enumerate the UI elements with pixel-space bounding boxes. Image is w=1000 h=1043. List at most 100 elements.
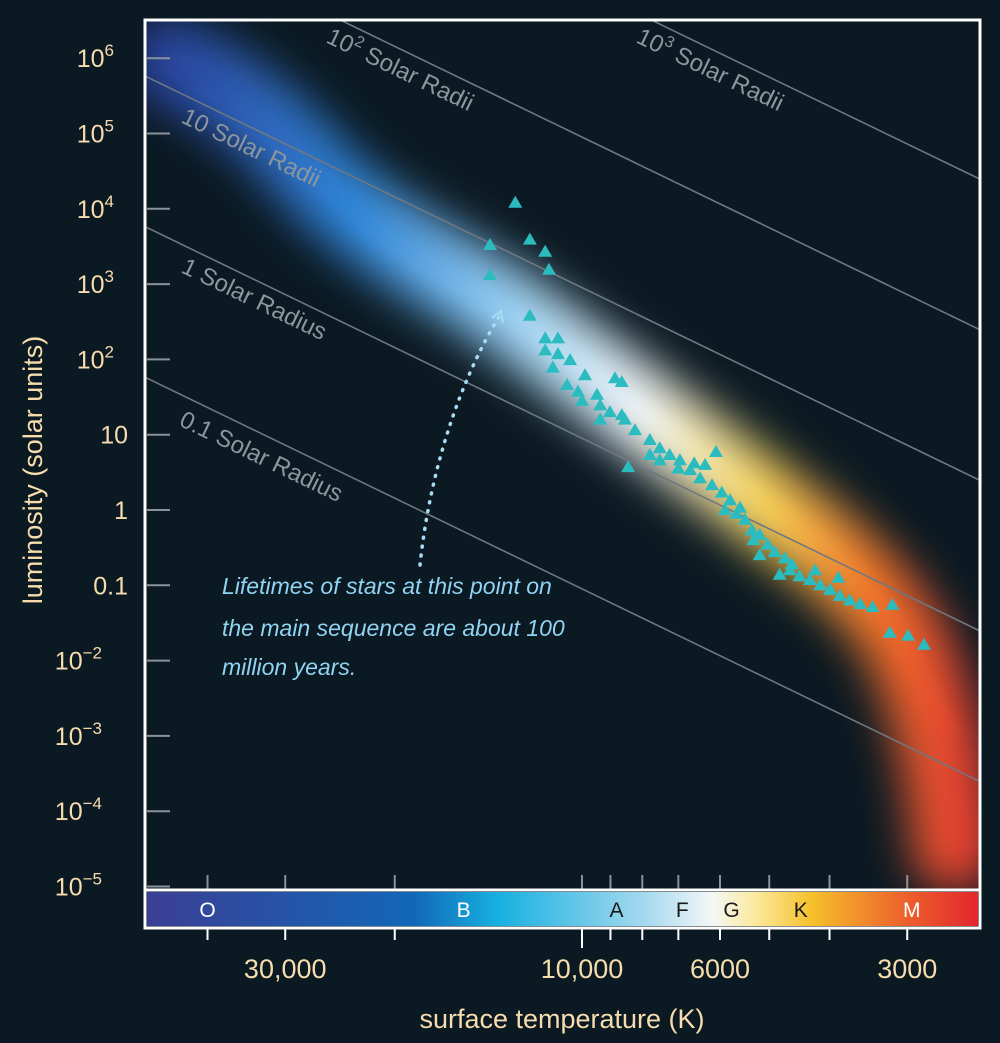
- star-point: [683, 463, 698, 476]
- star-point: [560, 378, 575, 391]
- star-point: [882, 625, 897, 638]
- star-point: [744, 523, 759, 536]
- star-point: [593, 398, 608, 411]
- spectral-class-label: K: [794, 899, 808, 922]
- star-point: [545, 360, 560, 373]
- star-point: [522, 232, 537, 245]
- star-point: [752, 548, 767, 561]
- star-point: [538, 244, 553, 257]
- plot-area: [145, 20, 980, 890]
- plot-frame: [143, 18, 982, 930]
- x-tick-label: 3000: [877, 954, 937, 984]
- star-point: [723, 493, 738, 506]
- star-point: [693, 471, 708, 484]
- star-point: [662, 448, 677, 461]
- star-point: [652, 453, 667, 466]
- star-point: [671, 461, 686, 474]
- star-point: [589, 387, 604, 400]
- radius-line-label: 1 Solar Radius: [177, 253, 330, 346]
- star-point: [853, 597, 868, 610]
- star-point: [627, 423, 642, 436]
- spectral-class-label: B: [457, 899, 471, 922]
- star-point: [760, 537, 775, 550]
- main-sequence-core: [192, 82, 953, 738]
- radius-line-label: 0.1 Solar Radius: [175, 406, 347, 508]
- x-axis-title: surface temperature (K): [419, 1004, 704, 1034]
- star-point: [593, 412, 608, 425]
- star-point: [608, 371, 623, 384]
- star-point: [621, 460, 636, 473]
- radius-line-label: 102 Solar Radii: [322, 21, 478, 117]
- star-point: [823, 582, 838, 595]
- spectral-class-label: O: [199, 899, 215, 922]
- star-point: [687, 456, 702, 469]
- y-tick-label: 0.1: [93, 572, 128, 600]
- star-point: [570, 384, 585, 397]
- star-point: [482, 237, 497, 250]
- annotation-line-2: the main sequence are about 100: [222, 615, 565, 641]
- star-point: [865, 600, 880, 613]
- spectral-class-label: A: [610, 899, 624, 922]
- star-point: [672, 453, 687, 466]
- star-point: [885, 597, 900, 610]
- radius-line: [338, 20, 980, 331]
- y-tick-label: 10−4: [55, 794, 102, 826]
- y-tick-label: 102: [77, 342, 114, 374]
- star-point: [614, 408, 629, 421]
- spectral-class-label: M: [903, 899, 921, 922]
- star-point: [832, 588, 847, 601]
- star-point: [508, 195, 523, 208]
- star-point: [746, 533, 761, 546]
- spectral-class-label: F: [676, 899, 689, 922]
- star-point: [737, 512, 752, 525]
- star-point: [813, 578, 828, 591]
- star-point: [642, 448, 657, 461]
- annotation-line-3: million years.: [222, 654, 356, 680]
- star-point: [792, 569, 807, 582]
- star-point: [784, 557, 799, 570]
- star-point: [808, 563, 823, 576]
- x-tick-label: 10,000: [541, 954, 624, 984]
- star-point: [614, 374, 629, 387]
- star-point: [777, 551, 792, 564]
- radius-line-label: 103 Solar Radii: [632, 21, 788, 117]
- star-point: [901, 628, 916, 641]
- star-point: [772, 567, 787, 580]
- spectral-class-bar: [147, 892, 978, 926]
- star-point: [602, 405, 617, 418]
- arrow-head-icon: [491, 309, 504, 324]
- star-point: [729, 506, 744, 519]
- star-point: [802, 573, 817, 586]
- radius-line: [649, 20, 980, 180]
- y-tick-label: 103: [77, 267, 114, 299]
- star-point: [705, 478, 720, 491]
- star-point: [577, 368, 592, 381]
- star-point: [714, 485, 729, 498]
- y-tick-label: 10−2: [55, 644, 102, 676]
- star-point: [752, 527, 767, 540]
- star-point: [538, 331, 553, 344]
- star-point: [538, 343, 553, 356]
- star-point: [522, 308, 537, 321]
- star-point: [708, 445, 723, 458]
- star-point: [550, 347, 565, 360]
- radius-line: [145, 376, 980, 783]
- star-point: [575, 393, 589, 406]
- star-point: [831, 570, 846, 583]
- star-point: [642, 432, 657, 445]
- star-point: [550, 331, 565, 344]
- y-tick-label: 10−5: [55, 870, 102, 902]
- x-tick-label: 6000: [690, 954, 750, 984]
- star-point: [842, 593, 857, 606]
- y-tick-label: 106: [77, 41, 114, 73]
- star-point: [563, 353, 578, 366]
- star-point: [698, 457, 713, 470]
- star-point: [783, 563, 798, 576]
- y-tick-label: 10: [100, 422, 128, 450]
- star-point: [482, 268, 497, 281]
- star-point: [916, 637, 931, 650]
- radius-line: [145, 75, 980, 482]
- spectral-class-label: G: [723, 899, 739, 922]
- star-point: [717, 503, 732, 515]
